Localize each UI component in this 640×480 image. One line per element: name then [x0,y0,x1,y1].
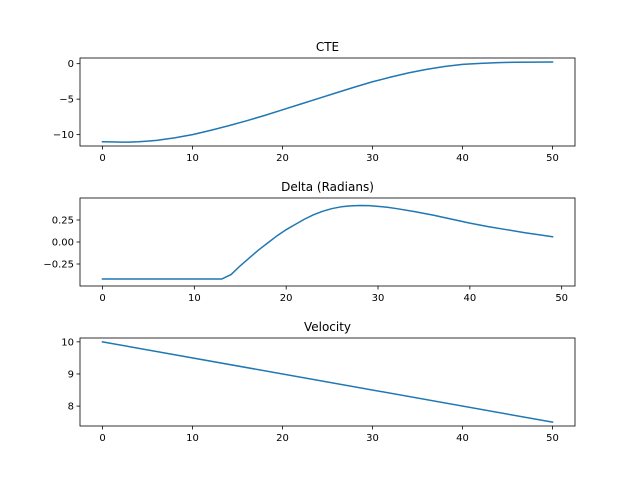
velocity-y-tick-label: 9 [68,369,74,380]
velocity-x-tick-label: 20 [276,433,289,444]
delta-y-tick-label: 0.25 [52,216,74,227]
delta-x-tick-label: 30 [372,293,385,304]
velocity-x-tick-label: 50 [546,433,559,444]
delta-series-line [101,204,554,280]
delta-x-tick-label: 50 [555,293,568,304]
cte-subplot: CTE 0 10 20 30 40 50 −10 −5 0 [53,40,576,164]
cte-x-tick-label: 50 [546,153,559,164]
delta-y-tick-label: 0.00 [52,238,74,249]
cte-x-tick-label: 0 [99,153,105,164]
delta-x-tick-label: 10 [188,293,201,304]
cte-y-tick-label: 0 [68,59,74,70]
delta-title: Delta (Radians) [281,180,374,194]
delta-x-tick-label: 0 [99,293,105,304]
cte-y-tick-label: −10 [53,130,74,141]
velocity-x-tick-label: 40 [456,433,469,444]
delta-axes-frame [79,197,576,287]
velocity-y-tick-label: 8 [68,402,74,413]
cte-x-tick-label: 20 [276,153,289,164]
velocity-title: Velocity [304,320,351,334]
delta-x-tick-label: 20 [280,293,293,304]
cte-x-tick-label: 10 [186,153,199,164]
velocity-x-tick-label: 0 [99,433,105,444]
cte-x-tick-label: 40 [456,153,469,164]
cte-axes-frame [79,57,576,147]
cte-y-tick-label: −5 [59,95,74,106]
velocity-x-tick-label: 10 [186,433,199,444]
delta-subplot: Delta (Radians) 0 10 20 30 40 50 −0.25 0.00 0.25 [43,180,576,304]
velocity-series-line [101,340,554,424]
delta-y-tick-label: −0.25 [43,260,74,271]
velocity-axes-frame [79,337,576,427]
velocity-x-tick-label: 30 [366,433,379,444]
delta-x-tick-label: 40 [463,293,476,304]
velocity-subplot: Velocity 0 10 20 30 40 50 8 9 10 [61,320,576,444]
cte-title: CTE [316,40,339,54]
cte-x-tick-label: 30 [366,153,379,164]
velocity-y-tick-label: 10 [61,337,74,348]
cte-series-line [101,61,554,143]
